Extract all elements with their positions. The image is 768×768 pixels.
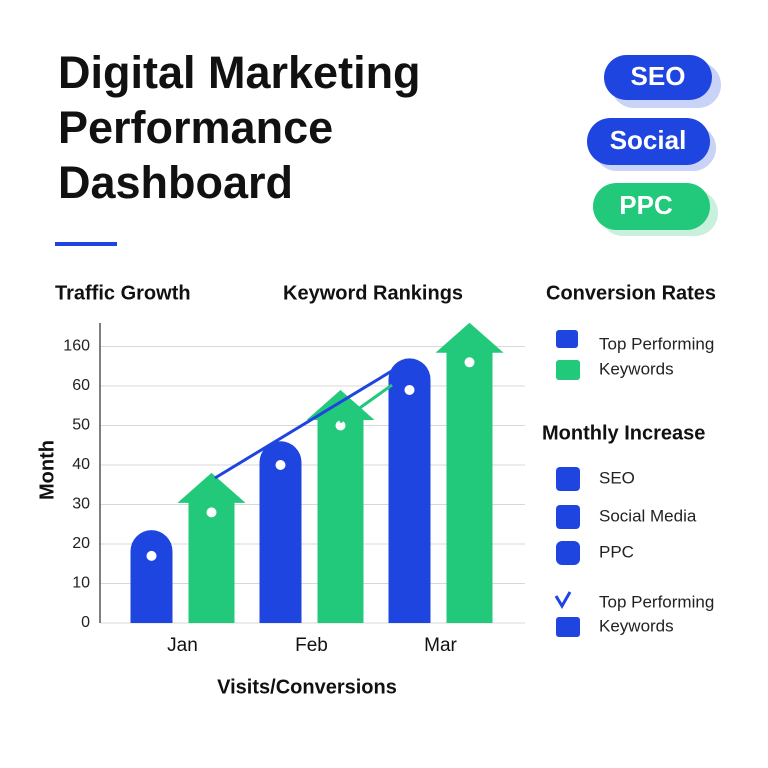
chart-subtitle: Traffic Growth — [55, 282, 191, 304]
y-tick-label: 160 — [63, 338, 90, 355]
title-line: Digital Marketing — [58, 47, 421, 98]
icon — [556, 330, 578, 348]
sidebar-item: SEO — [599, 468, 635, 487]
bar — [388, 358, 431, 623]
sidebar-item: Top Performing — [599, 334, 714, 353]
data-point — [204, 505, 219, 520]
icon — [554, 591, 572, 609]
chart-subtitle: Keyword Rankings — [283, 282, 463, 304]
y-axis-label: Month — [36, 440, 58, 500]
icon — [556, 360, 580, 380]
data-point — [333, 418, 348, 433]
sidebar-item: Social Media — [599, 506, 697, 525]
icon — [556, 467, 580, 491]
sidebar-item: Keywords — [599, 616, 674, 635]
y-tick-label: 60 — [72, 377, 90, 394]
data-point — [462, 355, 477, 370]
trend-line — [214, 358, 411, 480]
x-tick-label: Jan — [167, 635, 198, 656]
x-tick-label: Mar — [424, 635, 457, 656]
y-tick-label: 50 — [72, 417, 90, 434]
data-point — [144, 548, 159, 563]
y-tick-label: 10 — [72, 575, 90, 592]
data-point — [402, 382, 417, 397]
arrow-bar — [435, 322, 504, 623]
sidebar-heading: Conversion Rates — [546, 282, 716, 304]
tag-label: Social — [610, 125, 687, 155]
tag-pill[interactable] — [587, 118, 710, 165]
title-underline — [55, 242, 117, 246]
plot: 0 10 20 30 40 50 60 160 Jan Feb Mar — [63, 322, 525, 656]
arrow-bar — [177, 472, 246, 623]
x-axis-label: Visits/Conversions — [217, 676, 397, 698]
sidebar-heading: Monthly Increase — [542, 422, 705, 444]
y-tick-label: 40 — [72, 456, 90, 473]
bar — [130, 530, 173, 623]
arrow-bar — [306, 389, 375, 623]
icon — [556, 541, 580, 565]
tag-label: SEO — [631, 61, 686, 91]
sidebar-item: PPC — [599, 542, 634, 561]
trend-line — [339, 383, 393, 424]
sidebar-item: Top Performing — [599, 592, 714, 611]
title-line: Dashboard — [58, 157, 293, 208]
bar — [259, 441, 302, 623]
title-line: Performance — [58, 102, 333, 153]
x-tick-label: Feb — [295, 635, 328, 656]
y-tick-label: 20 — [72, 535, 90, 552]
tag-label: PPC — [619, 190, 673, 220]
y-tick-label: 30 — [72, 496, 90, 513]
tag-pill[interactable] — [593, 183, 710, 230]
tag-pill[interactable] — [604, 55, 712, 100]
y-tick-label: 0 — [81, 614, 90, 631]
data-point — [273, 458, 288, 472]
sidebar-item: Keywords — [599, 359, 674, 378]
icon — [556, 505, 580, 529]
icon — [556, 617, 580, 637]
